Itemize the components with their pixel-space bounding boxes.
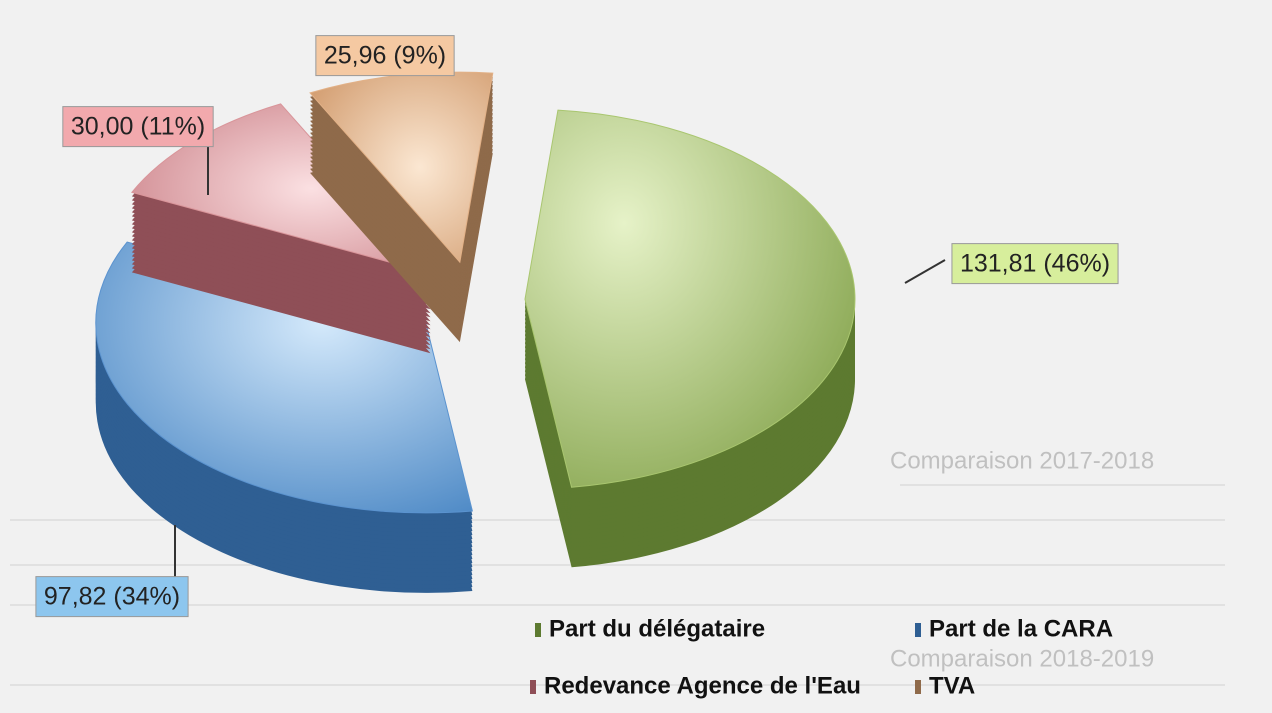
pie-slice — [524, 109, 856, 568]
value-label: 25,96 (9%) — [324, 42, 446, 70]
legend-marker — [535, 623, 541, 637]
pie — [95, 71, 856, 593]
legend: Part du délégataire Part de la CARA Redeva… — [530, 615, 1113, 699]
value-labels: 131,81 (46%) 97,82 (34%) 30,00 (11%) 25,96 … — [35, 35, 1119, 618]
slice-top — [95, 241, 473, 514]
legend-label: TVA — [929, 672, 975, 699]
background-heading: Comparaison 2018-2019 — [890, 645, 1154, 672]
legend-label: Part du délégataire — [549, 615, 765, 642]
value-label: 131,81 (46%) — [960, 250, 1110, 278]
label-box — [62, 106, 214, 148]
label-box — [951, 243, 1119, 285]
pie-slice — [95, 241, 473, 593]
leader-line — [904, 259, 946, 284]
background-document: Comparaison 2017-2018 Comparaison 2018-2… — [10, 447, 1225, 686]
legend-label: Part de la CARA — [929, 615, 1113, 642]
legend-marker — [915, 680, 921, 694]
legend-label: Redevance Agence de l'Eau — [544, 672, 861, 699]
pie-slice — [131, 103, 432, 354]
pie-slice — [309, 71, 494, 343]
legend-marker — [915, 623, 921, 637]
slice-top — [524, 109, 856, 488]
legend-marker — [530, 680, 536, 694]
value-label: 30,00 (11%) — [71, 113, 205, 141]
background-heading: Comparaison 2017-2018 — [890, 447, 1154, 474]
value-label: 97,82 (34%) — [44, 583, 180, 611]
label-box — [35, 576, 189, 618]
label-box — [315, 35, 455, 77]
